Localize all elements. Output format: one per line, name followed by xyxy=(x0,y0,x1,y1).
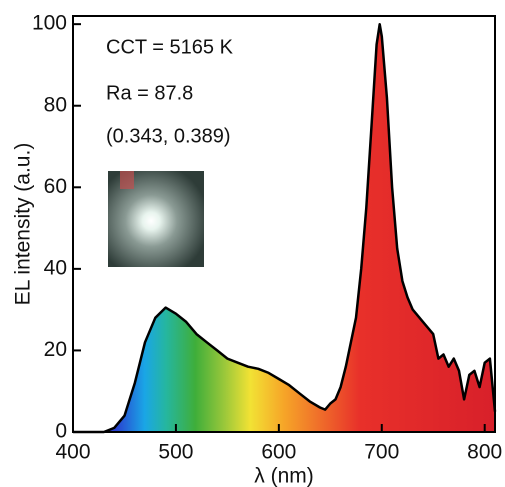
y-tick-label: 20 xyxy=(44,338,67,361)
x-tick-label: 600 xyxy=(261,441,296,464)
x-tick-label: 700 xyxy=(364,441,399,464)
area-fill xyxy=(73,24,495,432)
plot-frame xyxy=(72,15,496,433)
plot-area xyxy=(73,22,497,434)
x-tick-label: 400 xyxy=(55,441,90,464)
x-axis-label: λ (nm) xyxy=(254,465,314,487)
y-tick-label: 60 xyxy=(44,175,67,198)
y-tick-label: 0 xyxy=(55,420,67,443)
y-axis-label: EL intensity (a.u.) xyxy=(12,143,35,306)
x-tick-label: 800 xyxy=(467,441,502,464)
x-tick-label: 500 xyxy=(158,441,193,464)
annotation: (0.343, 0.389) xyxy=(106,125,231,147)
annotation: Ra = 87.8 xyxy=(106,82,193,104)
annotation: CCT = 5165 K xyxy=(106,36,234,58)
y-tick-label: 80 xyxy=(44,93,67,116)
spectrum-line xyxy=(73,22,497,434)
y-tick-label: 40 xyxy=(44,256,67,279)
y-tick-label: 100 xyxy=(32,12,67,35)
inset-photo-detail xyxy=(120,171,134,189)
